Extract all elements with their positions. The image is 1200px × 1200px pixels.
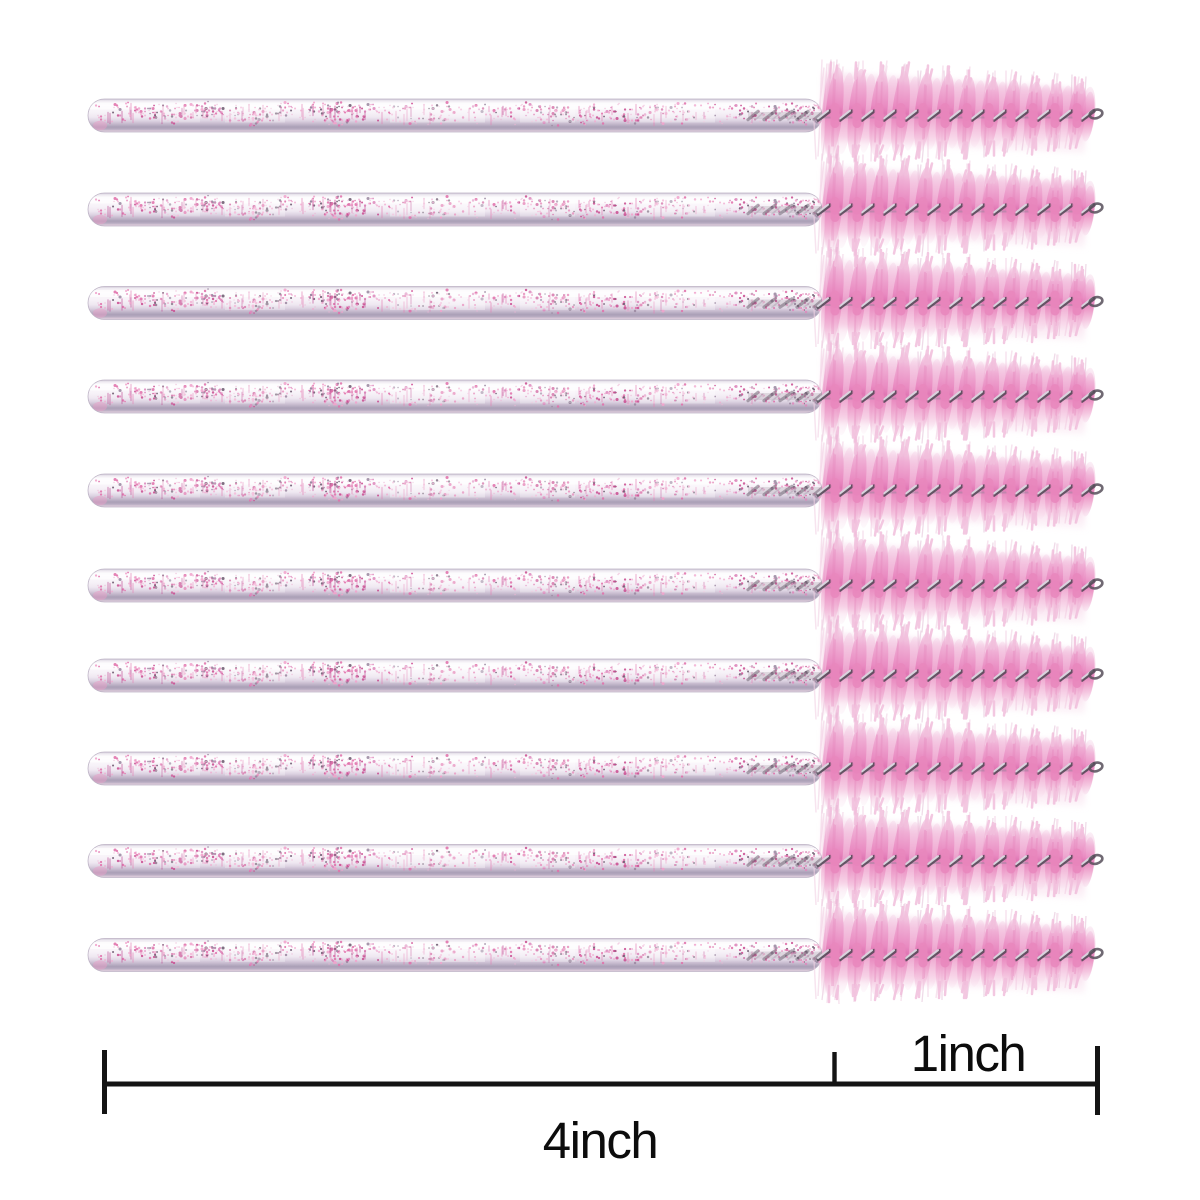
svg-text:4inch: 4inch [543, 1112, 657, 1169]
svg-text:1inch: 1inch [911, 1025, 1025, 1082]
